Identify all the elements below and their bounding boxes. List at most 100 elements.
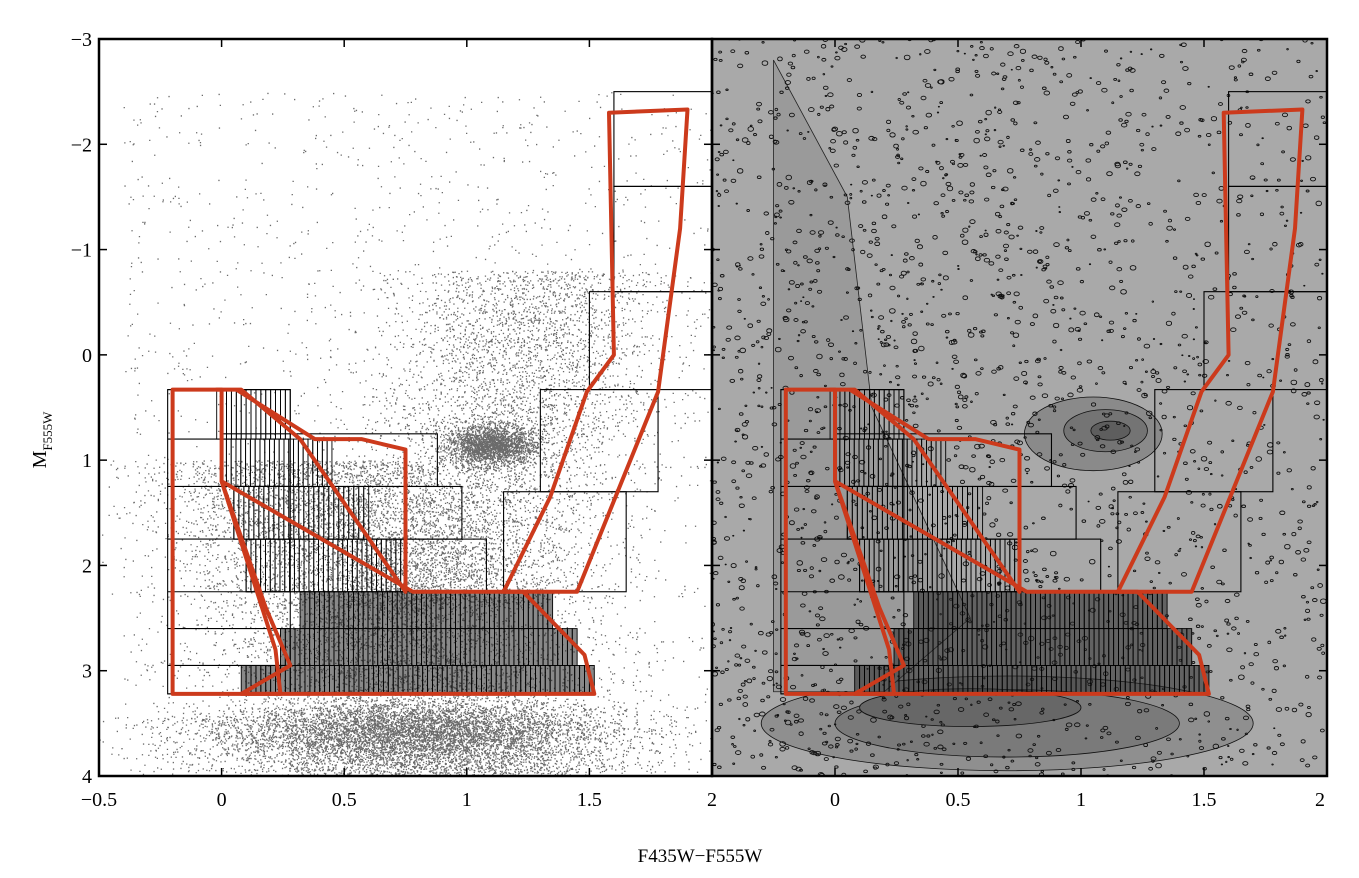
bin-cell (1194, 665, 1199, 693)
bin-box (614, 92, 712, 187)
bin-cell (978, 665, 983, 693)
bin-cell (363, 629, 368, 666)
bin-cell (1051, 665, 1056, 693)
y-tick-label: 2 (82, 555, 92, 577)
bin-cell (514, 592, 519, 629)
bin-cell (1162, 629, 1167, 666)
bin-cell (1138, 629, 1143, 666)
bin-cell (403, 665, 408, 693)
bin-cell (290, 629, 295, 666)
bin-cell (462, 665, 467, 693)
bin-cell (378, 592, 383, 629)
bin-cell (456, 629, 461, 666)
bin-cell (490, 629, 495, 666)
bin-cell (1109, 592, 1114, 629)
bin-cell (1184, 665, 1189, 693)
bin-box (614, 186, 712, 291)
bin-cell (378, 629, 383, 666)
bin-cell (339, 629, 344, 666)
bin-cell (315, 665, 320, 693)
bin-cell (467, 665, 472, 693)
bin-cell (460, 592, 465, 629)
bin-cell (274, 439, 279, 486)
region-red-giant-branch (504, 110, 688, 592)
bin-cell (349, 592, 354, 629)
bin-cell (491, 665, 496, 693)
bin-cell (441, 629, 446, 666)
bin-cell (344, 665, 349, 693)
bin-cell (310, 665, 315, 693)
y-tick-label: −3 (71, 29, 92, 51)
bin-cell (1026, 592, 1031, 629)
bin-cell (472, 665, 477, 693)
bin-cell (1006, 629, 1011, 666)
bin-cell (524, 629, 529, 666)
bin-cell (1155, 665, 1160, 693)
bin-cell (933, 665, 938, 693)
bin-cell (265, 439, 270, 486)
bin-cell (446, 629, 451, 666)
bin-cell (485, 629, 490, 666)
bin-cell (397, 592, 402, 629)
bin-cell (480, 629, 485, 666)
bin-cell (928, 629, 933, 666)
bin-cell (1153, 629, 1158, 666)
bin-cell (1021, 592, 1026, 629)
bin-cell (501, 665, 506, 693)
bin-cell (919, 592, 924, 629)
bin-cell (470, 592, 475, 629)
y-tick-label: 1 (82, 450, 92, 472)
bin-cell (436, 629, 441, 666)
bin-box (504, 492, 627, 592)
bin-cell (446, 592, 451, 629)
bin-cell (1060, 592, 1065, 629)
bin-cell (1001, 592, 1006, 629)
bin-cell (344, 629, 349, 666)
bin-cell (543, 629, 548, 666)
bin-cell (1135, 665, 1140, 693)
bin-cell (480, 592, 485, 629)
bin-cell (548, 629, 553, 666)
bin-cell (364, 665, 369, 693)
bin-cell (967, 629, 972, 666)
bin-cell (918, 629, 923, 666)
bin-cell (1084, 629, 1089, 666)
bin-cell (1089, 629, 1094, 666)
bin-cell (475, 592, 480, 629)
bin-cell (1027, 665, 1032, 693)
bin-cell (231, 439, 236, 486)
bin-cell (938, 665, 943, 693)
bin-cell (392, 629, 397, 666)
bin-cell (540, 665, 545, 693)
bin-cell (1111, 665, 1116, 693)
bin-cell (1055, 592, 1060, 629)
bin-cell (369, 665, 374, 693)
bin-cell (509, 592, 514, 629)
bin-cell (1055, 629, 1060, 666)
bin-cell (358, 629, 363, 666)
bin-cell (373, 592, 378, 629)
bin-cell (305, 629, 310, 666)
bin-cell (948, 629, 953, 666)
bin-cell (373, 629, 378, 666)
bin-cell (1123, 629, 1128, 666)
bin-cell (1104, 592, 1109, 629)
bin-cell (431, 592, 436, 629)
bin-cell (1002, 665, 1007, 693)
bin-cell (226, 439, 231, 486)
bin-cell (397, 629, 402, 666)
bin-cell (359, 665, 364, 693)
bin-cell (329, 592, 334, 629)
bin-cell (1040, 629, 1045, 666)
bin-cell (1128, 592, 1133, 629)
bin-cell (1031, 592, 1036, 629)
bin-cell (465, 629, 470, 666)
bin-cell (402, 629, 407, 666)
bin-cell (383, 592, 388, 629)
bin-cell (1182, 629, 1187, 666)
y-axis-label-sub: F555W (40, 411, 55, 451)
bin-cell (919, 665, 924, 693)
bin-cell (1016, 592, 1021, 629)
bin-cell (1075, 629, 1080, 666)
bin-cell (535, 665, 540, 693)
